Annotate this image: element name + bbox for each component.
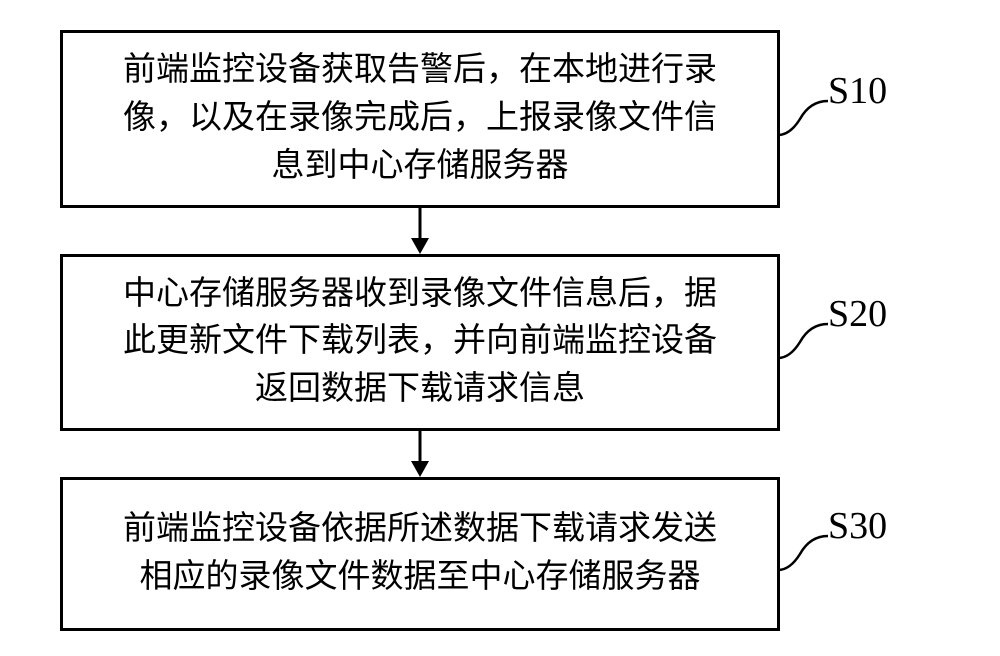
- label-connector: [778, 95, 830, 143]
- step-text-line: 中心存储服务器收到录像文件信息后，据: [83, 271, 757, 319]
- step-label: S10: [828, 69, 887, 113]
- label-connector: [778, 530, 830, 578]
- step-label: S30: [828, 504, 887, 548]
- step-text-line: 相应的录像文件数据至中心存储服务器: [83, 554, 757, 602]
- step-text-line: 前端监控设备获取告警后，在本地进行录: [83, 47, 757, 95]
- step-box: 中心存储服务器收到录像文件信息后，据 此更新文件下载列表，并向前端监控设备 返回…: [60, 254, 780, 432]
- flow-step-s20: 中心存储服务器收到录像文件信息后，据 此更新文件下载列表，并向前端监控设备 返回…: [60, 254, 940, 432]
- step-text-line: 返回数据下载请求信息: [83, 366, 757, 414]
- step-text-line: 像，以及在录像完成后，上报录像文件信: [83, 95, 757, 143]
- step-box: 前端监控设备依据所述数据下载请求发送 相应的录像文件数据至中心存储服务器: [60, 477, 780, 631]
- flow-step-s10: 前端监控设备获取告警后，在本地进行录 像，以及在录像完成后，上报录像文件信 息到…: [60, 30, 940, 208]
- step-text-line: 息到中心存储服务器: [83, 143, 757, 191]
- label-connector: [778, 318, 830, 366]
- step-label: S20: [828, 292, 887, 336]
- flow-arrow: [60, 208, 780, 254]
- flow-arrow: [60, 431, 780, 477]
- arrow-down-icon: [408, 431, 432, 477]
- step-text-line: 前端监控设备依据所述数据下载请求发送: [83, 506, 757, 554]
- flow-step-s30: 前端监控设备依据所述数据下载请求发送 相应的录像文件数据至中心存储服务器 S30: [60, 477, 940, 631]
- step-box: 前端监控设备获取告警后，在本地进行录 像，以及在录像完成后，上报录像文件信 息到…: [60, 30, 780, 208]
- arrow-down-icon: [408, 208, 432, 254]
- step-text-line: 此更新文件下载列表，并向前端监控设备: [83, 318, 757, 366]
- flowchart-container: 前端监控设备获取告警后，在本地进行录 像，以及在录像完成后，上报录像文件信 息到…: [60, 30, 940, 631]
